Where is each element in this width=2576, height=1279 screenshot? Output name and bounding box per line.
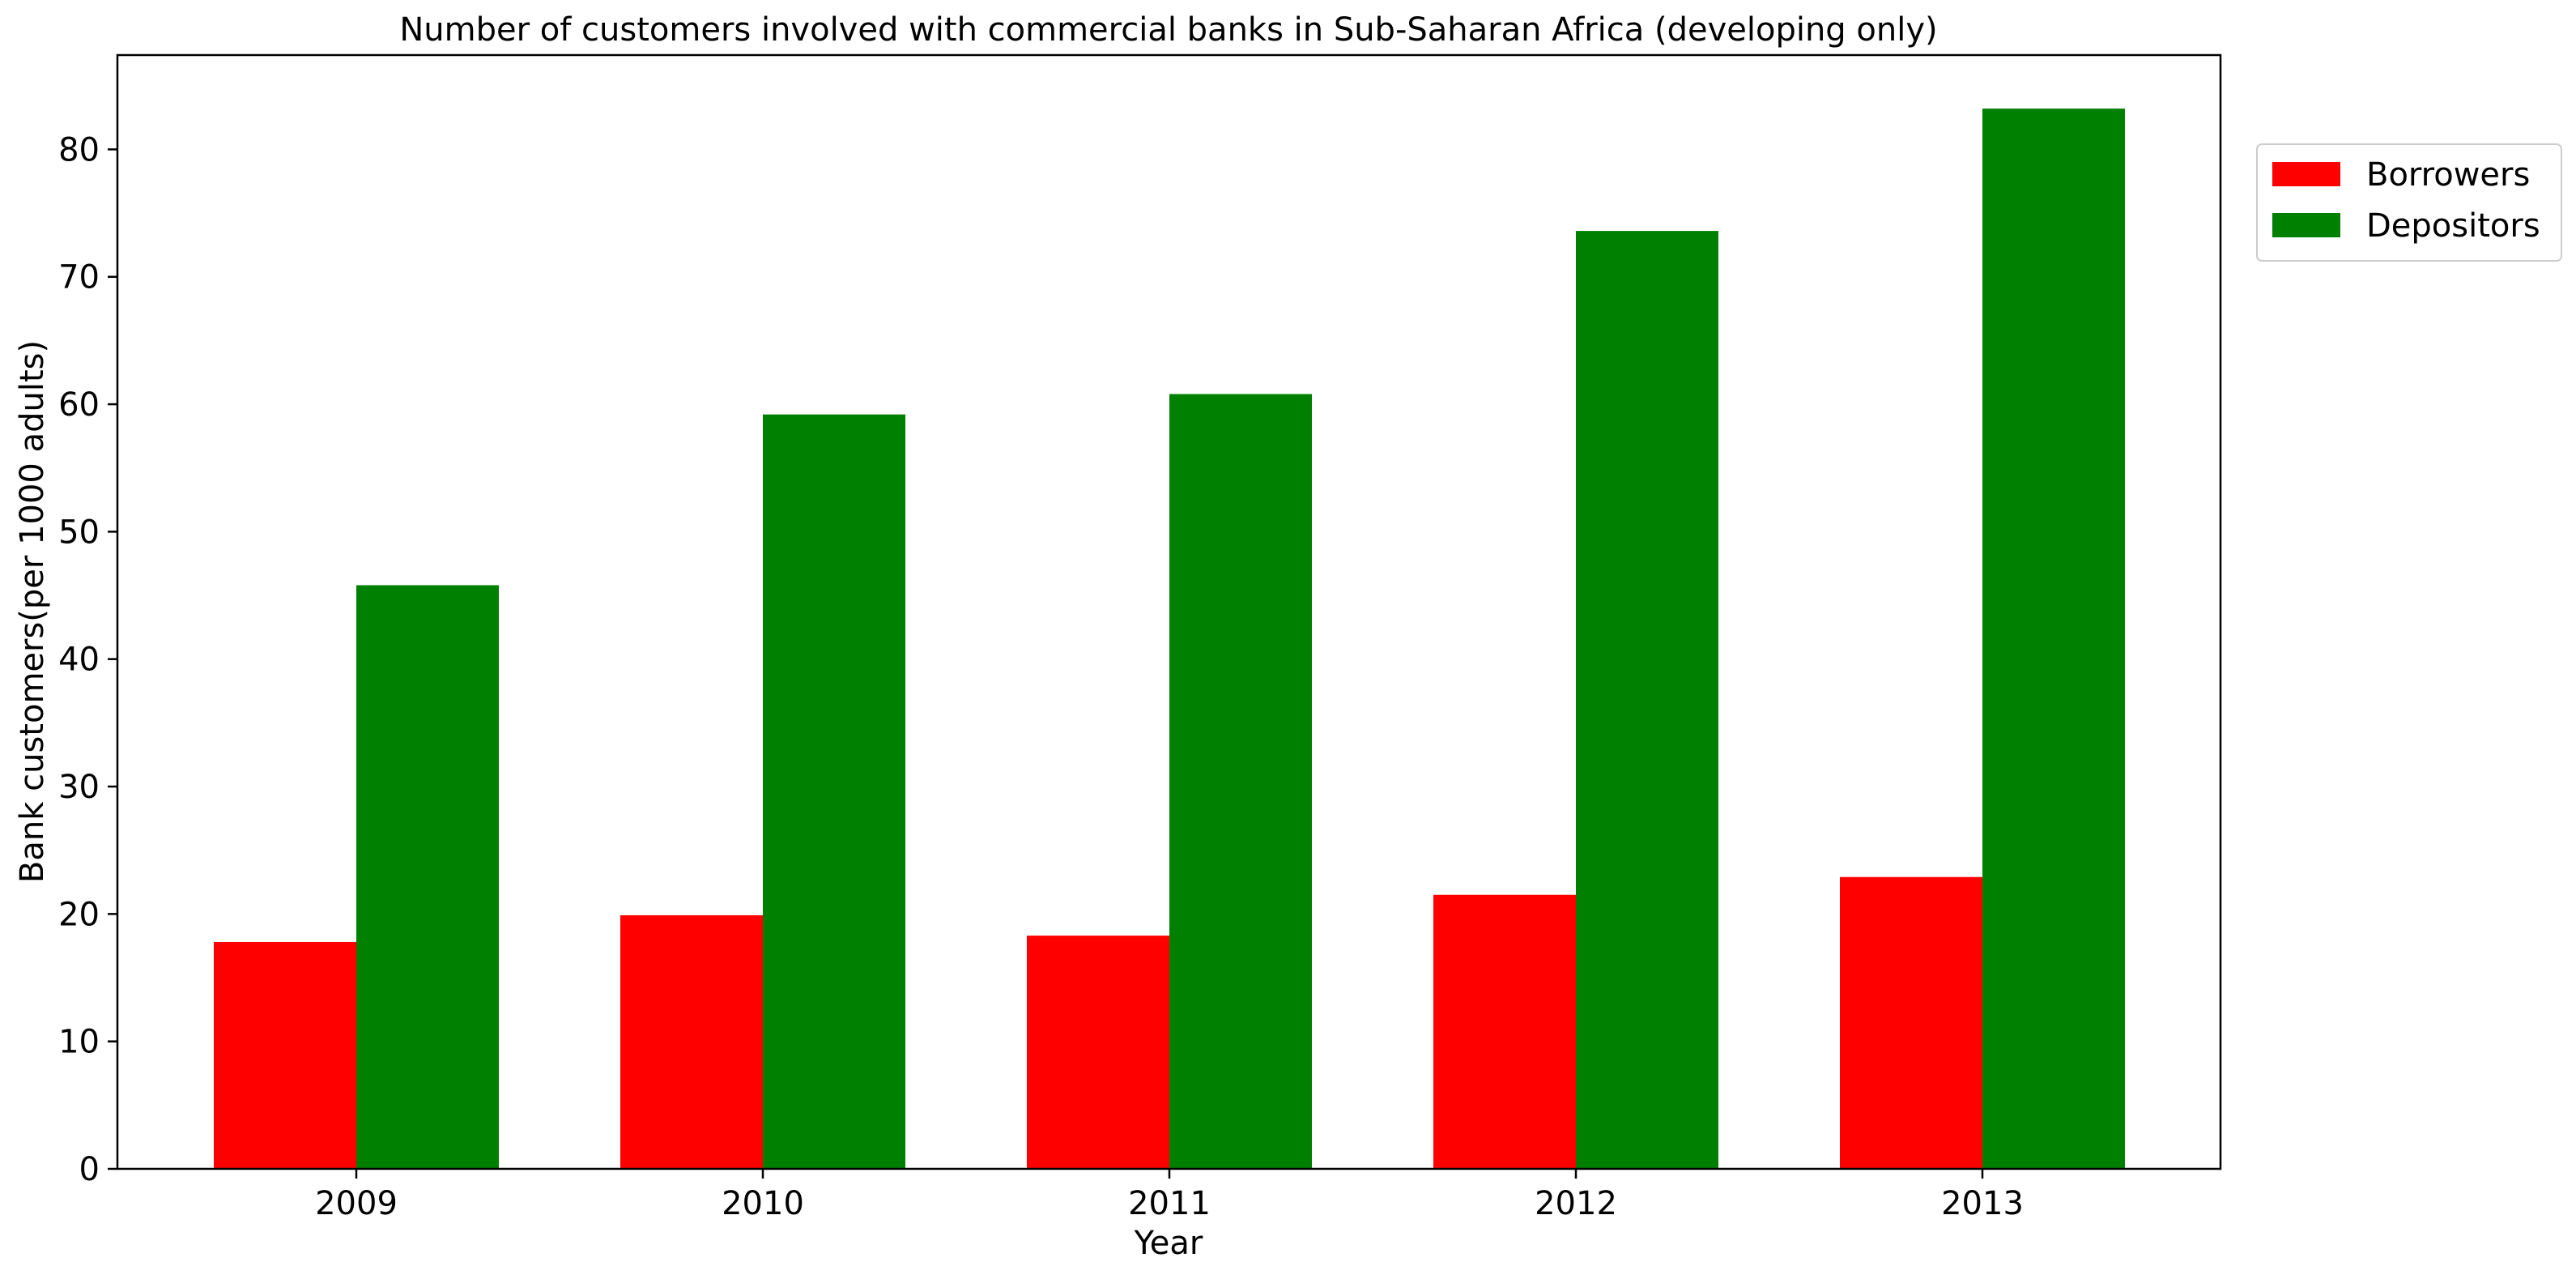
y-tick-label: 40 [58,642,100,679]
y-tick-label: 20 [58,896,100,933]
x-tick-label: 2009 [315,1185,398,1222]
y-tick-label: 60 [58,386,100,424]
bar-depositors-2009 [356,585,499,1169]
bar-borrowers-2010 [620,914,763,1169]
bars-layer [214,109,2125,1170]
bar-borrowers-2013 [1840,876,1982,1169]
y-axis: 0 10 20 30 40 50 60 70 80 [58,131,117,1188]
y-tick-label: 80 [58,131,100,168]
x-axis-label: Year [1134,1225,1203,1262]
y-tick-label: 30 [58,769,100,806]
bar-depositors-2011 [1169,394,1312,1169]
y-tick-label: 0 [79,1151,100,1188]
bar-depositors-2013 [1982,109,2125,1169]
x-axis: 2009 2010 2011 2012 2013 [315,1169,2024,1222]
x-tick-label: 2011 [1128,1185,1211,1222]
bar-borrowers-2009 [214,941,356,1169]
legend-label-depositors: Depositors [2366,207,2540,245]
bar-depositors-2010 [763,414,905,1169]
y-tick-label: 70 [58,259,100,296]
y-tick-label: 50 [58,514,100,551]
x-tick-label: 2013 [1941,1185,2024,1222]
bar-borrowers-2012 [1433,894,1576,1169]
legend-swatch-borrowers [2272,162,2340,186]
legend-swatch-depositors [2272,213,2340,237]
y-axis-label: Bank customers(per 1000 adults) [14,340,51,883]
x-tick-label: 2010 [722,1185,804,1222]
chart-title: Number of customers involved with commer… [399,11,1937,49]
bar-borrowers-2011 [1027,936,1169,1169]
x-tick-label: 2012 [1535,1185,1617,1222]
y-tick-label: 10 [58,1024,100,1061]
legend: Borrowers Depositors [2256,143,2562,262]
legend-label-borrowers: Borrowers [2366,156,2530,194]
bar-depositors-2012 [1576,231,1718,1170]
